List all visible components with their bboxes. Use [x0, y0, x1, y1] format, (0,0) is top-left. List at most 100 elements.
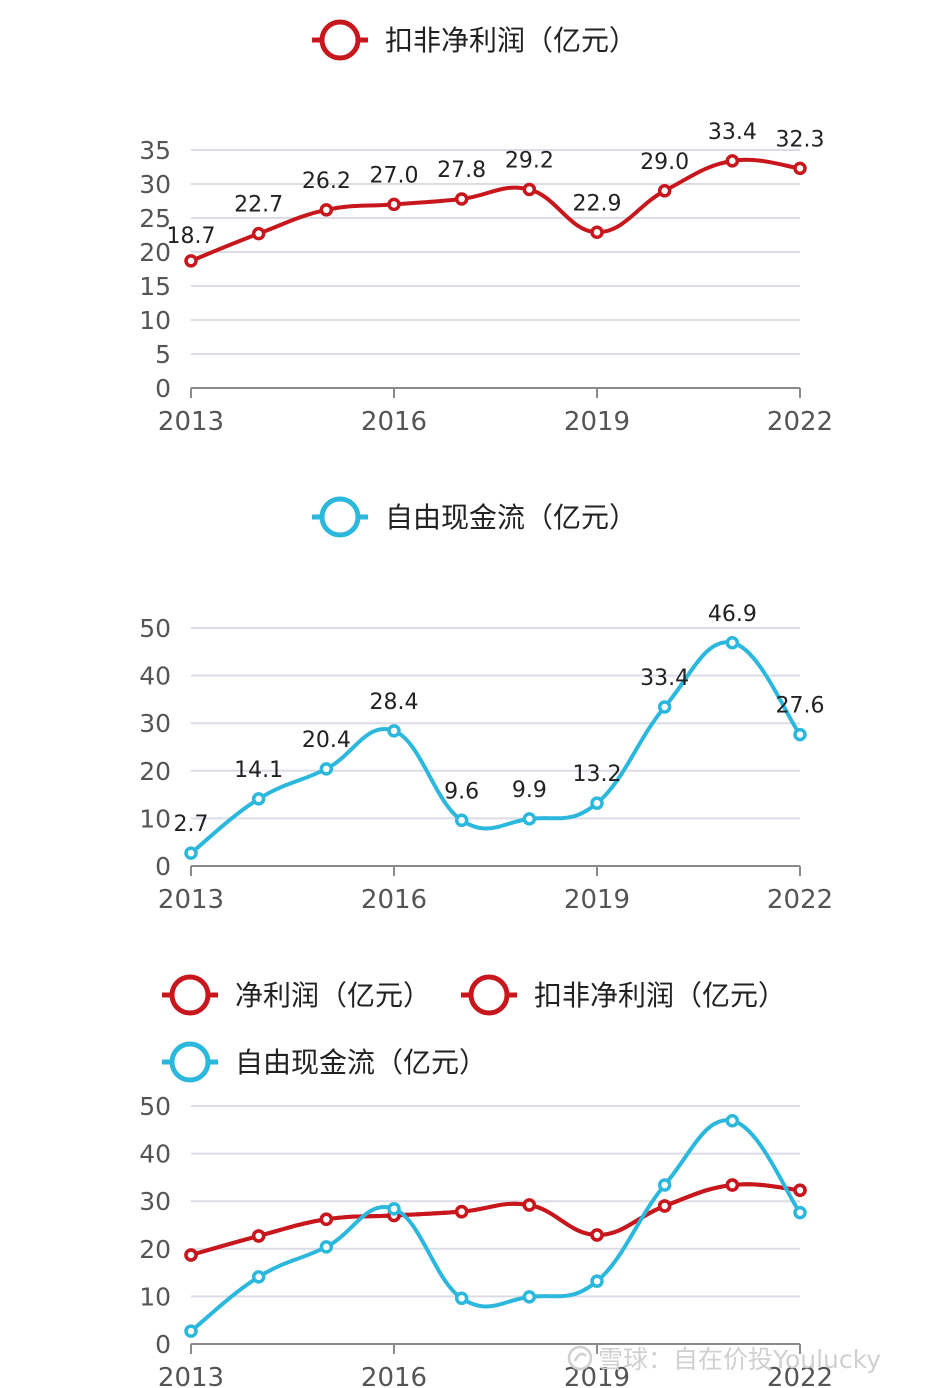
y-tick-label: 25 [139, 204, 171, 233]
data-point [793, 161, 807, 176]
series-line [189, 640, 802, 856]
legend-marker-icon [169, 1041, 211, 1083]
data-point [522, 1198, 537, 1212]
data-point [319, 1212, 334, 1227]
chart-deducted-net-profit: 扣非净利润（亿元） 0 5 10 15 20 25 30 35 2013 2016 2019 2022 1… [139, 19, 833, 437]
data-label: 14.1 [234, 758, 283, 783]
data-label: 32.3 [776, 127, 825, 152]
x-tick-label: 2013 [158, 885, 224, 915]
data-label: 27.0 [370, 163, 419, 188]
x-tick-label: 2022 [767, 1363, 833, 1388]
data-label: 22.7 [234, 193, 283, 218]
data-label: 29.2 [505, 148, 554, 173]
series-line [189, 1182, 802, 1257]
x-tick-label: 2022 [767, 885, 833, 915]
data-point [454, 192, 469, 206]
series-line [189, 1182, 802, 1257]
data-point [184, 1248, 198, 1262]
data-point [319, 762, 334, 776]
data-point [522, 812, 537, 826]
data-label: 20.4 [302, 728, 351, 753]
y-tick-label: 40 [139, 1140, 171, 1169]
data-label: 18.7 [167, 224, 216, 249]
data-label: 33.4 [640, 666, 689, 691]
y-tick-label: 30 [139, 1187, 171, 1216]
data-label: 9.9 [512, 778, 547, 803]
x-tick-label: 2019 [564, 407, 630, 437]
data-point [590, 796, 604, 810]
data-point [319, 203, 334, 217]
chart-combined: 净利润（亿元） 扣非净利润（亿元） 自由现金流（亿元） 0 10 20 30 40 50 2013… [139, 974, 833, 1388]
data-point [454, 1204, 469, 1219]
data-point [184, 1324, 198, 1338]
data-point [725, 154, 740, 168]
legend-item: 扣非净利润（亿元） [312, 19, 637, 61]
legend-marker-icon [169, 974, 211, 1016]
y-tick-label: 35 [139, 136, 171, 165]
y-tick-label: 20 [139, 1235, 171, 1264]
data-point [725, 1178, 740, 1192]
data-point [387, 724, 401, 738]
data-label: 13.2 [573, 762, 622, 787]
legend-item: 自由现金流（亿元） [162, 1041, 487, 1083]
series-line [189, 1118, 802, 1334]
legend-item: 自由现金流（亿元） [312, 496, 637, 538]
data-point [725, 1114, 740, 1128]
data-label: 27.6 [776, 694, 825, 719]
legend-label: 自由现金流（亿元） [385, 501, 637, 534]
y-tick-label: 50 [139, 614, 171, 643]
data-point [590, 1228, 604, 1242]
data-point [657, 1199, 672, 1213]
data-point [387, 197, 401, 212]
x-tick-label: 2013 [158, 1363, 224, 1388]
data-label: 27.8 [437, 158, 486, 183]
data-label: 28.4 [370, 690, 419, 715]
y-tick-label: 10 [139, 306, 171, 335]
legend-label: 扣非净利润（亿元） [534, 979, 786, 1012]
y-tick-label: 20 [139, 757, 171, 786]
data-point [793, 1205, 807, 1220]
x-tick-label: 2022 [767, 407, 833, 437]
y-tick-label: 30 [139, 170, 171, 199]
y-tick-label: 0 [155, 1330, 171, 1359]
watermark-text: 雪球：自在价投Youlucky [598, 1345, 881, 1374]
legend-label: 净利润（亿元） [235, 979, 431, 1012]
series-line [189, 157, 802, 263]
y-tick-label: 40 [139, 662, 171, 691]
legend-marker-icon [319, 496, 361, 538]
data-point [454, 813, 469, 828]
data-point [251, 1229, 266, 1243]
data-label: 46.9 [708, 602, 757, 627]
data-point [387, 1202, 401, 1216]
data-point [590, 1274, 604, 1288]
data-point [251, 226, 266, 241]
legend-item: 净利润（亿元） [162, 974, 431, 1016]
chart-free-cash-flow: 自由现金流（亿元） 0 10 20 30 40 50 2013 2016 2019 2022 2.7 1… [139, 496, 833, 915]
snowball-logo-icon [567, 1345, 593, 1371]
y-tick-label: 0 [155, 374, 171, 403]
y-tick-label: 15 [139, 272, 171, 301]
data-point [657, 184, 672, 198]
x-tick-label: 2016 [361, 407, 427, 437]
data-point [590, 225, 604, 240]
y-tick-label: 5 [155, 340, 171, 369]
data-point [657, 700, 672, 714]
y-tick-label: 10 [139, 1282, 171, 1311]
data-point [657, 1178, 672, 1192]
y-tick-label: 10 [139, 804, 171, 833]
y-tick-label: 50 [139, 1092, 171, 1121]
legend-marker-icon [468, 974, 510, 1016]
legend-item: 扣非净利润（亿元） [461, 974, 786, 1016]
y-tick-label: 0 [155, 852, 171, 881]
legend-marker-icon [319, 19, 361, 61]
data-label: 9.6 [444, 779, 479, 804]
x-tick-label: 2013 [158, 407, 224, 437]
y-tick-label: 20 [139, 238, 171, 267]
x-tick-label: 2019 [564, 885, 630, 915]
data-label: 33.4 [708, 120, 757, 145]
data-point [522, 1290, 537, 1304]
data-point [251, 1270, 266, 1284]
data-point [522, 182, 537, 197]
x-tick-label: 2016 [361, 885, 427, 915]
